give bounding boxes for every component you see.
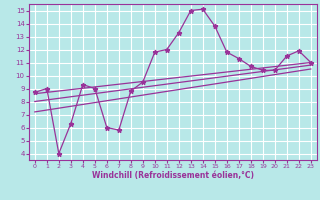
X-axis label: Windchill (Refroidissement éolien,°C): Windchill (Refroidissement éolien,°C) [92, 171, 254, 180]
